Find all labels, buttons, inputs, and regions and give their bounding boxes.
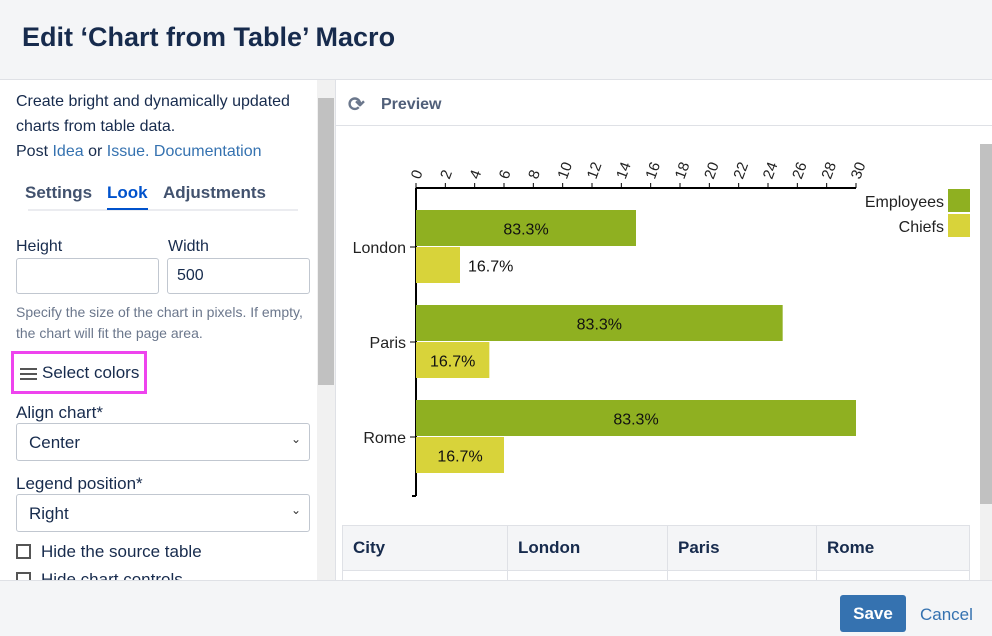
width-input[interactable]: 500 <box>167 258 310 294</box>
bar-chart: 0 2 4 6 8 10 12 14 16 18 20 22 24 26 28 30London83.3%16… <box>353 160 970 497</box>
x-tick-label: 20 <box>701 160 723 181</box>
preview-panel: ⟳ Preview 0 2 4 6 8 10 12 14 16 18 20 22 24 26 28 30 Lon… <box>336 80 992 580</box>
bar-employees <box>416 305 783 341</box>
dialog-footer: Save Cancel <box>0 580 992 636</box>
table-header: London <box>507 525 668 571</box>
x-tick-label: 18 <box>672 160 694 181</box>
table-header: Paris <box>667 525 817 571</box>
refresh-icon[interactable]: ⟳ <box>348 94 365 116</box>
documentation-link[interactable]: Documentation <box>153 143 262 160</box>
preview-scroll-thumb[interactable] <box>980 144 992 504</box>
data-label: 83.3% <box>577 317 622 334</box>
scroll-thumb[interactable] <box>318 98 334 385</box>
data-label: 83.3% <box>503 222 548 239</box>
source-table: City London Paris Rome <box>342 525 970 580</box>
category-label: Paris <box>370 335 406 352</box>
preview-header: ⟳ Preview <box>336 80 992 126</box>
tab-settings[interactable]: Settings <box>25 183 93 202</box>
settings-scrollbar[interactable] <box>317 80 335 580</box>
table-header: Rome <box>816 525 970 571</box>
align-label: Align chart* <box>16 403 103 422</box>
tabs: Settings Look Adjustments <box>25 183 298 211</box>
height-input[interactable] <box>16 258 159 294</box>
hide-controls-checkbox[interactable]: Hide chart controls <box>16 570 183 580</box>
x-tick-label: 30 <box>848 160 870 181</box>
issue-link[interactable]: Issue. <box>106 143 150 160</box>
x-tick-label: 16 <box>642 160 664 181</box>
size-hint: Specify the size of the chart in pixels.… <box>16 304 303 341</box>
dialog-title: Edit ‘Chart from Table’ Macro <box>22 22 396 52</box>
x-tick-label: 6 <box>496 168 515 182</box>
legend-swatch <box>948 214 970 237</box>
bar-chiefs <box>416 247 460 283</box>
x-tick-label: 28 <box>818 160 840 181</box>
legend-swatch <box>948 189 970 212</box>
legend-select[interactable]: Right ⌄ <box>16 494 310 532</box>
x-tick-label: 22 <box>730 160 752 181</box>
x-tick-label: 24 <box>760 160 782 181</box>
idea-link[interactable]: Idea <box>52 143 84 160</box>
table-header: City <box>342 525 508 571</box>
dialog-header: Edit ‘Chart from Table’ Macro <box>0 0 992 80</box>
hide-table-checkbox[interactable]: Hide the source table <box>16 542 202 562</box>
bar-chiefs <box>416 437 504 473</box>
data-label: 16.7% <box>430 354 475 371</box>
tab-look[interactable]: Look <box>107 183 148 210</box>
x-tick-label: 14 <box>613 160 635 181</box>
x-tick-label: 12 <box>584 160 606 181</box>
data-label: 83.3% <box>613 412 658 429</box>
legend-label: Employees <box>865 194 944 211</box>
select-colors-button[interactable]: Select colors <box>11 351 147 394</box>
chevron-down-icon: ⌄ <box>290 503 301 517</box>
legend-label: Chiefs <box>899 219 944 236</box>
width-label: Width <box>168 238 209 255</box>
align-select[interactable]: Center ⌄ <box>16 423 310 461</box>
intro-text: Create bright and dynamically updated ch… <box>16 93 290 160</box>
x-tick-label: 4 <box>466 168 485 182</box>
menu-icon <box>20 367 37 380</box>
save-button[interactable]: Save <box>840 595 906 632</box>
cancel-button[interactable]: Cancel <box>920 605 973 624</box>
legend-label: Legend position* <box>16 474 143 493</box>
data-label: 16.7% <box>437 449 482 466</box>
x-tick-label: 8 <box>525 168 544 182</box>
x-tick-label: 0 <box>408 168 427 182</box>
category-label: Rome <box>363 430 406 447</box>
x-tick-label: 26 <box>789 160 811 181</box>
category-label: London <box>353 240 406 257</box>
bar-chiefs <box>416 342 490 378</box>
bar-employees <box>416 400 856 436</box>
x-tick-label: 2 <box>437 168 456 182</box>
tab-adjustments[interactable]: Adjustments <box>163 183 266 202</box>
x-tick-label: 10 <box>554 160 576 181</box>
data-label: 16.7% <box>468 259 513 276</box>
height-label: Height <box>16 238 63 255</box>
chevron-down-icon: ⌄ <box>290 432 301 446</box>
settings-panel: Create bright and dynamically updated ch… <box>0 80 336 580</box>
bar-employees <box>416 210 636 246</box>
